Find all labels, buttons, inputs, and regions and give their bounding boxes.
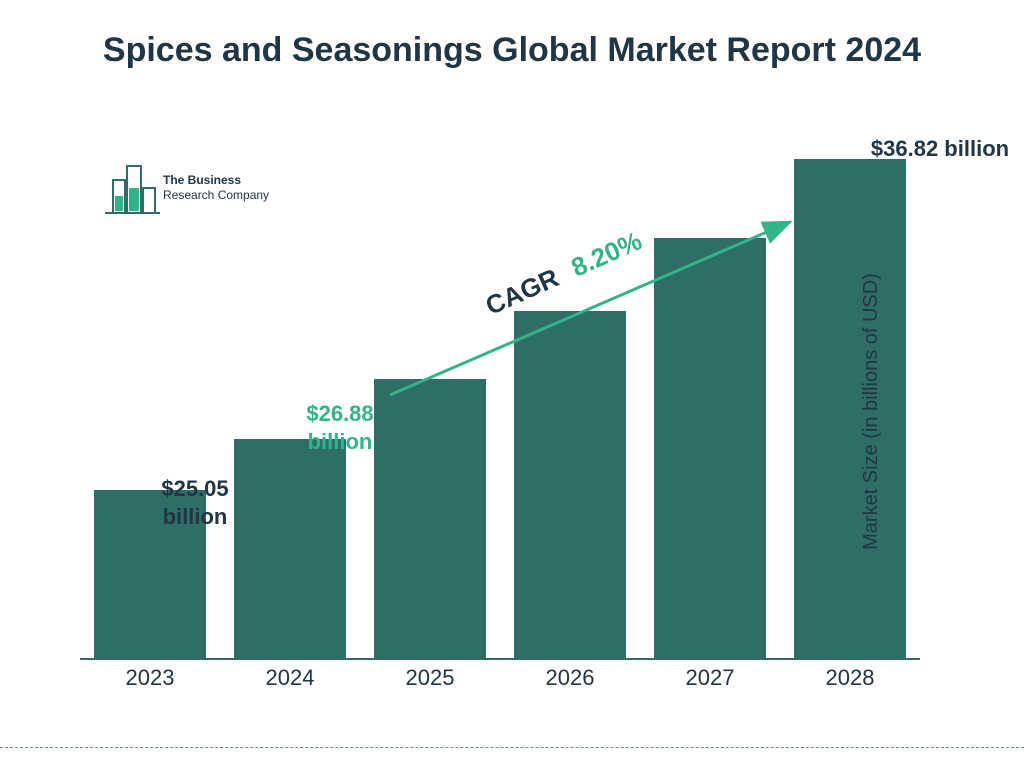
value-label-2023: $25.05 billion: [135, 475, 255, 530]
cagr-annotation: CAGR 8.20%: [380, 210, 810, 410]
x-axis-label: 2025: [360, 665, 500, 691]
y-axis-label: Market Size (in billions of USD): [860, 273, 883, 550]
chart-container: Spices and Seasonings Global Market Repo…: [0, 0, 1024, 768]
x-axis-labels: 202320242025202620272028: [80, 665, 920, 691]
bar: [234, 439, 346, 660]
value-label-2028: $36.82 billion: [855, 135, 1024, 163]
x-axis-label: 2027: [640, 665, 780, 691]
footer-divider: [0, 747, 1024, 748]
plot-region: $25.05 billion $26.88 billion $36.82 bil…: [80, 140, 920, 660]
x-axis-label: 2023: [80, 665, 220, 691]
chart-title: Spices and Seasonings Global Market Repo…: [0, 28, 1024, 72]
x-axis-label: 2028: [780, 665, 920, 691]
bar: [794, 159, 906, 660]
chart-area: $25.05 billion $26.88 billion $36.82 bil…: [80, 140, 960, 690]
cagr-arrow-icon: [380, 210, 810, 410]
bar-slot: [220, 439, 360, 660]
x-axis-label: 2026: [500, 665, 640, 691]
x-axis-baseline: [80, 658, 920, 660]
x-axis-label: 2024: [220, 665, 360, 691]
